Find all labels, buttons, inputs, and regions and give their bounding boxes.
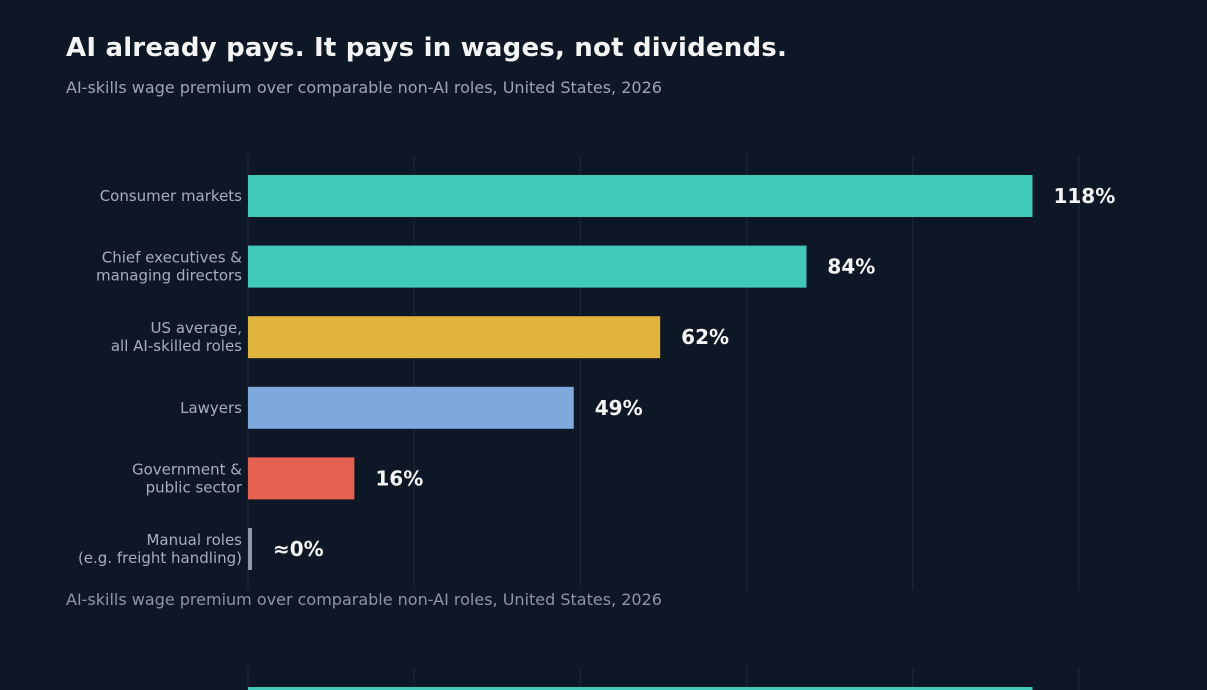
category-label: Chief executives & managing directors [96, 249, 242, 285]
category-labels: Consumer markets Chief executives & managi… [78, 187, 243, 567]
value-labels: 118% 84% 62% 49% 16% ≈0% [273, 184, 1115, 561]
category-label-line: Chief executives & [102, 249, 243, 267]
bar [248, 386, 574, 429]
value-label: 84% [827, 255, 875, 279]
category-label-line: Consumer markets [100, 187, 242, 205]
chart-subtitle: AI-skills wage premium over comparable n… [66, 78, 662, 97]
category-label: Consumer markets [100, 187, 242, 205]
category-label: Manual roles (e.g. freight handling) [78, 531, 242, 567]
bar [248, 245, 807, 288]
chart-title: AI already pays. It pays in wages, not d… [66, 33, 788, 63]
ghost-bar [248, 687, 1033, 690]
value-label: 49% [595, 396, 643, 420]
category-label-line: (e.g. freight handling) [78, 549, 242, 567]
category-label: Lawyers [180, 399, 242, 417]
category-label-line: all AI-skilled roles [111, 337, 242, 355]
value-label: ≈0% [273, 537, 324, 561]
bar [248, 457, 355, 500]
bar [248, 528, 252, 570]
ghost-chart-subtitle: AI-skills wage premium over comparable n… [66, 590, 662, 609]
bar [248, 175, 1033, 217]
value-label: 118% [1053, 184, 1115, 208]
bar [248, 316, 661, 359]
category-label-line: Government & [132, 460, 242, 478]
category-label-line: US average, [151, 319, 242, 337]
category-label: Government & public sector [132, 460, 243, 496]
category-label-line: Lawyers [180, 399, 242, 417]
category-label-line: Manual roles [146, 531, 242, 549]
category-label-line: public sector [146, 478, 243, 496]
value-label: 62% [681, 325, 729, 349]
gridlines [247, 155, 1080, 590]
category-label: US average, all AI-skilled roles [111, 319, 242, 355]
category-label-line: managing directors [96, 267, 242, 285]
value-label: 16% [375, 466, 423, 490]
ghost-chart-copy [247, 667, 1080, 690]
bars [248, 175, 1033, 570]
